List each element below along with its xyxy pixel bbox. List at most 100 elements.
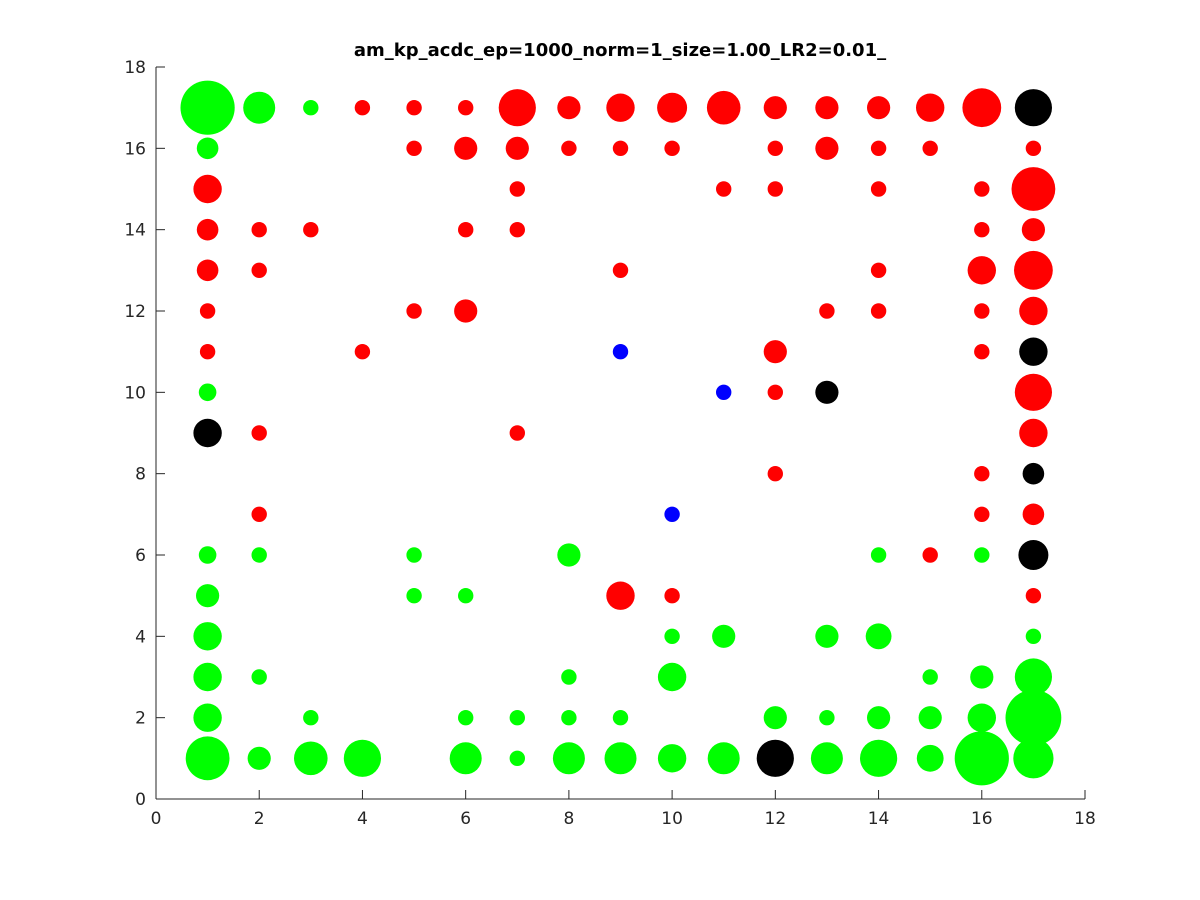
- data-point-green: [970, 665, 994, 689]
- data-point-green: [196, 584, 220, 608]
- data-point-black: [815, 380, 839, 404]
- data-point-blue: [716, 384, 732, 400]
- data-point-green: [810, 742, 843, 775]
- data-point-red: [1019, 418, 1048, 448]
- data-point-red: [458, 100, 474, 116]
- data-point-red: [406, 100, 422, 116]
- data-point-green: [815, 624, 839, 648]
- data-point-red: [1019, 296, 1048, 326]
- y-tick-label: 0: [135, 790, 146, 810]
- y-tick-label: 8: [135, 465, 146, 485]
- data-point-red: [196, 218, 219, 241]
- data-point-green: [561, 669, 577, 685]
- data-point-green: [922, 669, 938, 685]
- data-point-green: [196, 137, 219, 160]
- data-point-green: [763, 706, 787, 730]
- y-tick-label: 12: [124, 302, 146, 322]
- data-point-green: [458, 710, 474, 726]
- data-point-green: [303, 710, 319, 726]
- data-point-red: [454, 299, 478, 323]
- data-point-red: [498, 89, 536, 127]
- data-point-green: [193, 662, 222, 692]
- data-point-green: [1014, 658, 1052, 696]
- data-point-green: [870, 547, 887, 563]
- data-point-green: [193, 622, 222, 651]
- data-point-red: [354, 100, 371, 116]
- data-point-green: [406, 588, 422, 604]
- data-point-green: [1013, 738, 1054, 779]
- data-point-black: [756, 739, 794, 777]
- data-point-green: [458, 588, 474, 604]
- data-point-red: [199, 303, 216, 319]
- x-tick-label: 14: [868, 809, 890, 829]
- data-point-red: [767, 140, 783, 156]
- data-point-red: [819, 303, 835, 319]
- y-tick-label: 14: [124, 221, 146, 241]
- y-tick-label: 18: [124, 58, 146, 78]
- data-point-red: [1014, 250, 1053, 290]
- data-point-red: [606, 581, 635, 610]
- data-point-green: [303, 100, 319, 116]
- data-point-green: [1005, 689, 1062, 746]
- data-point-green: [247, 746, 271, 770]
- data-point-red: [1025, 140, 1042, 156]
- data-point-green: [509, 750, 525, 766]
- data-point-red: [561, 140, 577, 156]
- data-point-green: [657, 662, 687, 692]
- x-tick-label: 6: [460, 809, 471, 829]
- data-point-red: [657, 92, 688, 123]
- data-point-red: [509, 181, 525, 197]
- data-point-red: [767, 384, 783, 400]
- data-point-green: [552, 742, 585, 775]
- data-point-red: [354, 344, 371, 360]
- data-point-green: [294, 741, 328, 776]
- chart-title: am_kp_acdc_ep=1000_norm=1_size=1.00_LR2=…: [354, 40, 886, 61]
- data-point-red: [815, 96, 839, 120]
- data-point-red: [962, 88, 1002, 128]
- data-point-green: [612, 710, 629, 726]
- data-point-black: [1018, 540, 1049, 570]
- data-point-red: [406, 140, 422, 156]
- x-tick-label: 10: [661, 809, 683, 829]
- data-point-black: [1014, 89, 1052, 127]
- data-point-red: [763, 340, 787, 364]
- data-point-green: [860, 739, 898, 777]
- data-point-red: [974, 344, 990, 360]
- data-point-red: [664, 588, 680, 604]
- data-point-green: [343, 739, 381, 777]
- data-point-red: [870, 303, 887, 319]
- x-tick-label: 12: [765, 809, 787, 829]
- data-point-green: [251, 669, 267, 685]
- x-tick-label: 2: [254, 809, 265, 829]
- data-point-black: [1019, 337, 1048, 366]
- data-point-red: [716, 181, 732, 197]
- data-point-red: [251, 222, 267, 238]
- data-point-red: [251, 506, 267, 522]
- y-tick-label: 6: [135, 546, 146, 566]
- markers-layer: [180, 80, 1062, 786]
- y-tick-label: 4: [135, 627, 146, 647]
- data-point-green: [185, 736, 230, 781]
- data-point-red: [922, 140, 938, 156]
- axes-layer: 0 2 4 6 8 10 12 14 16 18 0 2 4 6 8 10 12 14 16 18: [124, 58, 1095, 829]
- y-tick-label: 16: [124, 139, 146, 159]
- data-point-green: [193, 703, 222, 732]
- data-point-red: [1014, 373, 1052, 411]
- data-point-green: [449, 742, 482, 775]
- x-tick-label: 4: [357, 809, 368, 829]
- data-point-red: [251, 425, 267, 441]
- data-point-red: [505, 136, 529, 160]
- data-point-green: [243, 91, 276, 124]
- data-point-green: [557, 543, 581, 567]
- data-point-red: [967, 256, 996, 285]
- x-tick-label: 18: [1074, 809, 1096, 829]
- data-point-black: [1022, 462, 1045, 485]
- data-point-red: [974, 303, 990, 319]
- data-point-red: [509, 222, 525, 238]
- data-point-red: [974, 181, 990, 197]
- data-point-green: [198, 546, 217, 564]
- data-point-red: [763, 96, 787, 120]
- data-point-green: [657, 744, 687, 773]
- data-point-green: [561, 710, 577, 726]
